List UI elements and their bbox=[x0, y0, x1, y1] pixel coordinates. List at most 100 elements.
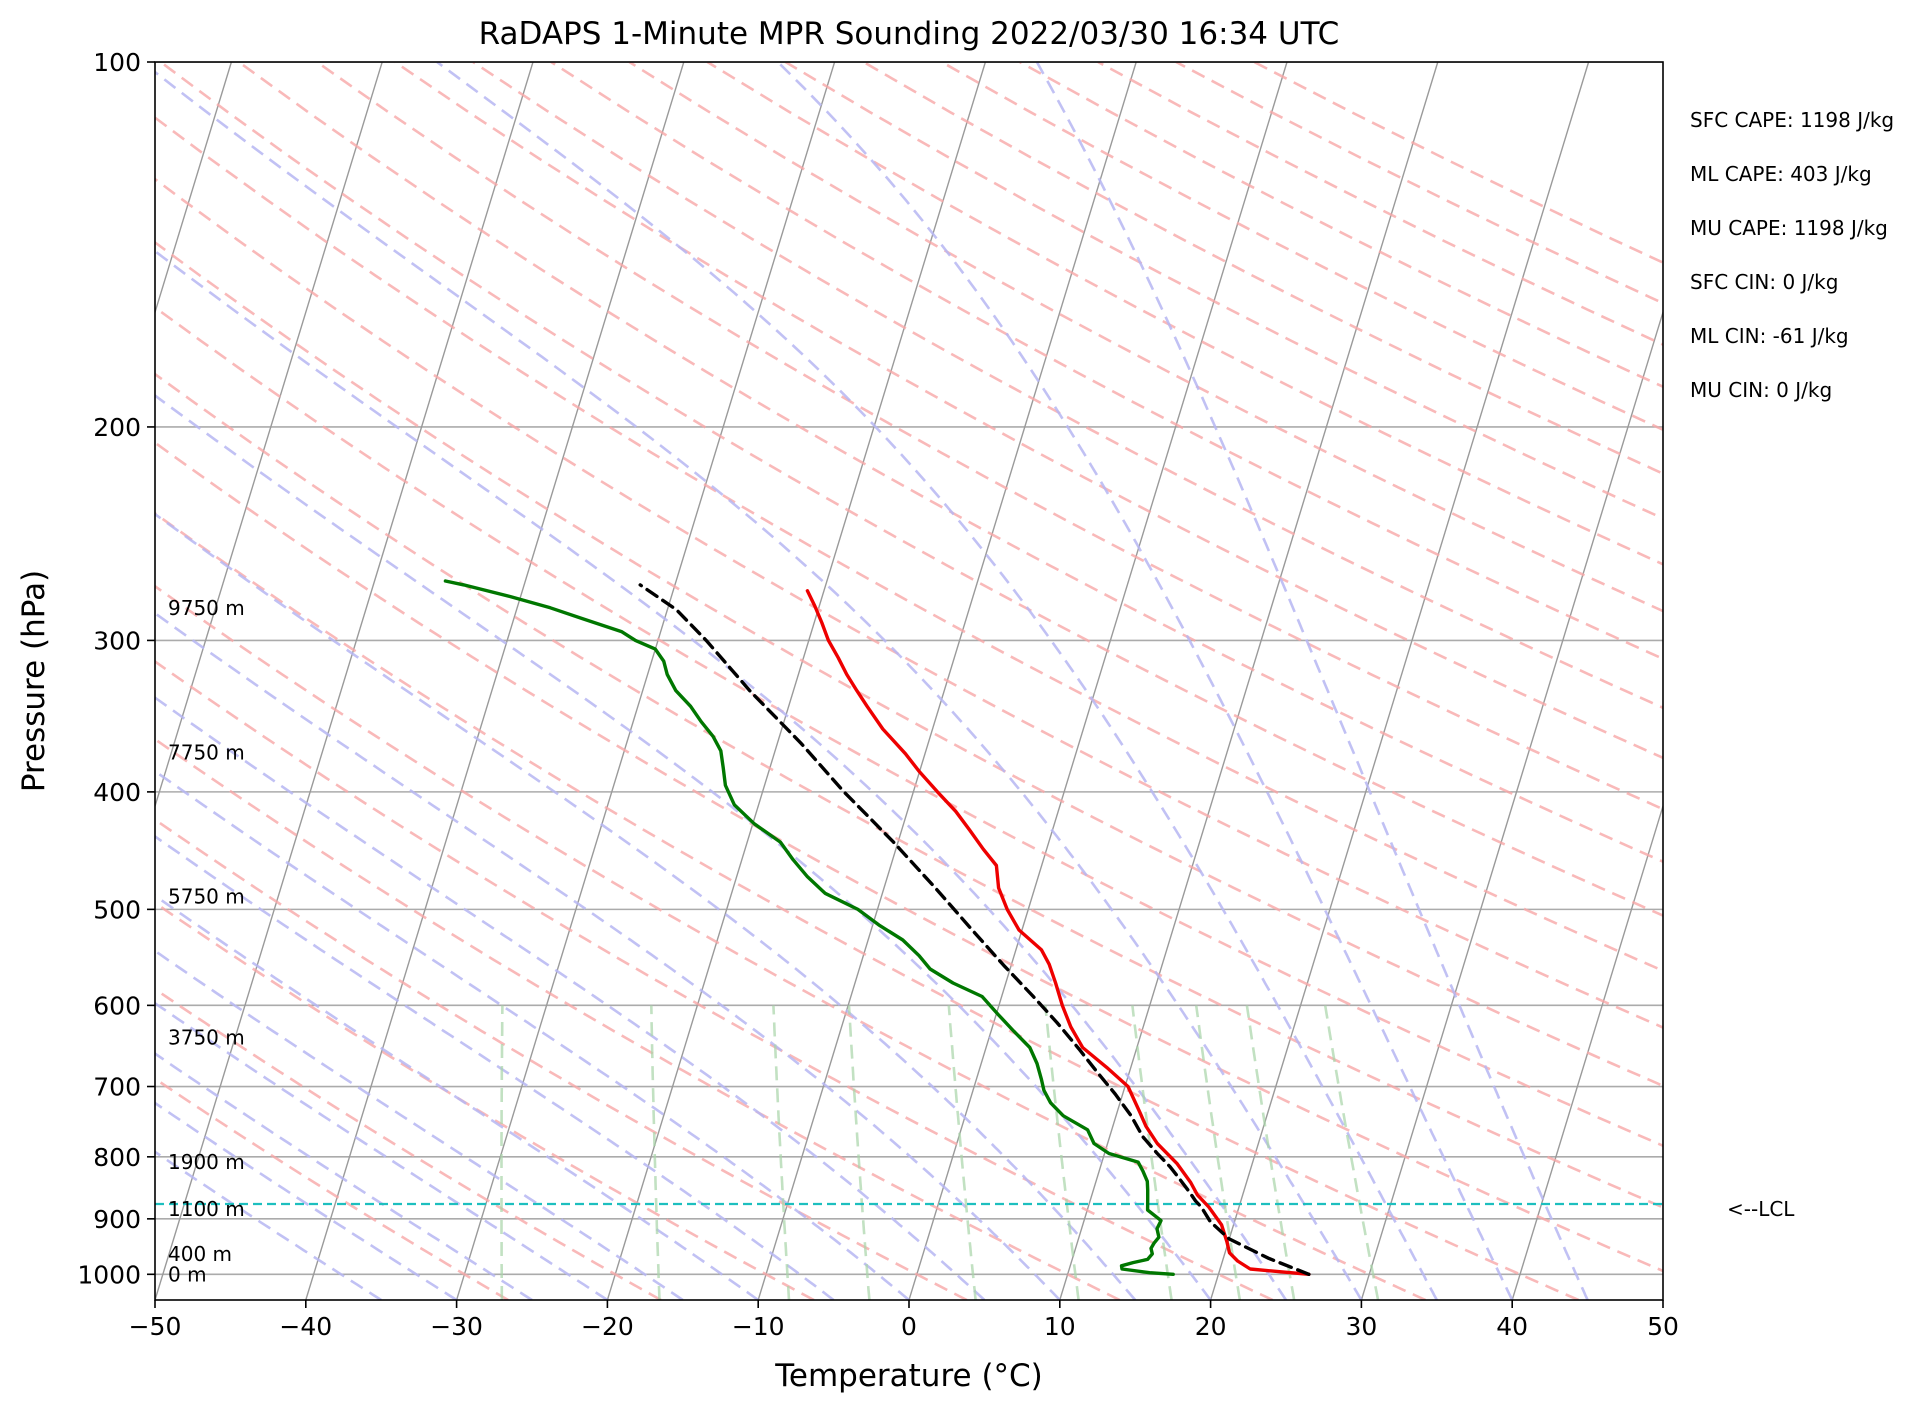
dry-adiabat-line bbox=[155, 987, 662, 1300]
isotherm-line bbox=[1059, 62, 1439, 1300]
ml-cin-stat: ML CIN: -61 J/kg bbox=[1690, 324, 1849, 348]
dry-adiabat-line bbox=[550, 62, 1663, 661]
moist-adiabat-line bbox=[155, 696, 986, 1300]
isotherm-line bbox=[1209, 62, 1590, 1300]
height-label: 400 m bbox=[168, 1242, 232, 1266]
x-tick-label: −30 bbox=[430, 1312, 483, 1341]
mixing-ratio-line bbox=[947, 1005, 977, 1300]
isotherm-line bbox=[455, 62, 836, 1300]
temperature-series bbox=[805, 589, 1311, 1276]
mixing-ratio-line bbox=[1044, 1005, 1080, 1300]
isotherm-line bbox=[155, 62, 383, 809]
height-label: 1900 m bbox=[168, 1150, 245, 1174]
mixing-ratio-line bbox=[1323, 1005, 1380, 1300]
mu-cape-stat: MU CAPE: 1198 J/kg bbox=[1690, 216, 1888, 240]
y-axis: 100 200 300 400 500 600 700 800 900 1000 bbox=[77, 48, 155, 1289]
ml-cape-stat: ML CAPE: 403 J/kg bbox=[1690, 162, 1872, 186]
dry-adiabat-line bbox=[628, 62, 1663, 613]
y-tick-label: 200 bbox=[93, 413, 141, 442]
dry-adiabat-line bbox=[155, 659, 1274, 1300]
sfc-cin-stat: SFC CIN: 0 J/kg bbox=[1690, 270, 1839, 294]
dry-adiabat-line bbox=[155, 737, 1121, 1300]
mixing-ratio-line bbox=[772, 1005, 791, 1300]
isotherm-line bbox=[155, 62, 534, 1300]
mixing-ratio-line bbox=[500, 1005, 504, 1300]
moist-adiabat-line bbox=[436, 62, 1438, 1300]
moist-adiabat-line bbox=[155, 1150, 382, 1300]
thermo-stats-panel: SFC CAPE: 1198 J/kg ML CAPE: 403 J/kg MU… bbox=[1690, 108, 1920, 432]
dry-adiabat-line bbox=[155, 584, 1427, 1300]
y-tick-label: 800 bbox=[93, 1143, 141, 1172]
height-label: 3750 m bbox=[168, 1026, 245, 1050]
moist-adiabat-line bbox=[155, 834, 835, 1300]
x-tick-label: 20 bbox=[1195, 1312, 1227, 1341]
dry-adiabat-line bbox=[472, 62, 1663, 710]
y-tick-label: 400 bbox=[93, 778, 141, 807]
height-label: 0 m bbox=[168, 1262, 207, 1286]
moist-adiabat-line bbox=[155, 512, 1137, 1300]
mixing-ratio-line bbox=[650, 1005, 661, 1300]
dry-adiabat-line bbox=[155, 116, 1663, 973]
lcl-label: <--LCL bbox=[1727, 1197, 1795, 1221]
height-labels: 9750 m 7750 m 5750 m 3750 m 1900 m 1100 m 400 … bbox=[168, 596, 245, 1286]
x-tick-label: −40 bbox=[279, 1312, 332, 1341]
plot-frame bbox=[154, 61, 1664, 1301]
isotherm-line bbox=[1360, 309, 1663, 1300]
mixing-ratio-line bbox=[847, 1005, 871, 1300]
y-tick-label: 100 bbox=[93, 48, 141, 77]
moist-adiabat-line bbox=[155, 894, 759, 1300]
isotherm-line bbox=[606, 62, 987, 1300]
moist-adiabat-line bbox=[155, 70, 1363, 1300]
height-label: 1100 m bbox=[168, 1197, 245, 1221]
x-tick-label: −20 bbox=[581, 1312, 634, 1341]
isotherm-line bbox=[908, 62, 1288, 1300]
moist-adiabat-line bbox=[155, 949, 684, 1300]
y-tick-label: 500 bbox=[93, 895, 141, 924]
x-axis-label: Temperature (°C) bbox=[774, 1358, 1043, 1394]
y-tick-label: 1000 bbox=[77, 1260, 141, 1289]
sounding-profiles bbox=[443, 579, 1311, 1276]
x-tick-label: −10 bbox=[732, 1312, 785, 1341]
dry-adiabat-line bbox=[155, 1077, 509, 1300]
moist-adiabat-line bbox=[155, 249, 1288, 1300]
moist-adiabat-line bbox=[155, 769, 910, 1300]
moist-adiabat-line bbox=[155, 1052, 533, 1300]
x-tick-label: 40 bbox=[1496, 1312, 1528, 1341]
height-label: 9750 m bbox=[168, 596, 245, 620]
moist-adiabat-line bbox=[155, 1101, 458, 1300]
dry-adiabat-line bbox=[155, 305, 1663, 1148]
y-tick-label: 300 bbox=[93, 626, 141, 655]
isotherm-line bbox=[155, 62, 233, 315]
height-label: 5750 m bbox=[168, 885, 245, 909]
dry-adiabat-line bbox=[155, 901, 815, 1300]
isotherm-line bbox=[1511, 803, 1663, 1300]
y-axis-label: Pressure (hPa) bbox=[16, 570, 52, 792]
x-tick-label: 30 bbox=[1345, 1312, 1377, 1341]
background-reference-lines bbox=[155, 62, 1663, 1300]
x-tick-label: 50 bbox=[1647, 1312, 1679, 1341]
dry-adiabat-line bbox=[394, 62, 1663, 760]
dry-adiabat-line bbox=[155, 177, 1663, 1029]
y-tick-label: 600 bbox=[93, 991, 141, 1020]
dry-adiabat-line bbox=[155, 240, 1663, 1088]
dry-adiabat-line bbox=[155, 441, 1663, 1273]
mu-cin-stat: MU CIN: 0 J/kg bbox=[1690, 378, 1833, 402]
y-tick-label: 900 bbox=[93, 1205, 141, 1234]
isotherm-line bbox=[305, 62, 685, 1300]
moist-adiabat-line bbox=[155, 1001, 609, 1300]
dry-adiabat-line bbox=[155, 511, 1580, 1300]
x-axis: −50 −40 −30 −20 −10 0 10 20 30 40 50 bbox=[129, 1300, 1679, 1341]
y-tick-label: 700 bbox=[93, 1073, 141, 1102]
dewpoint-series bbox=[443, 579, 1175, 1276]
moist-adiabat-line bbox=[155, 393, 1212, 1300]
x-tick-label: 0 bbox=[901, 1312, 917, 1341]
height-label: 7750 m bbox=[168, 740, 245, 764]
dry-adiabat-line bbox=[155, 372, 1663, 1209]
dry-adiabat-line bbox=[238, 62, 1663, 864]
x-tick-label: −50 bbox=[129, 1312, 182, 1341]
dry-adiabat-line bbox=[159, 62, 1663, 917]
x-tick-label: 10 bbox=[1044, 1312, 1076, 1341]
moist-adiabat-line bbox=[1035, 62, 1589, 1300]
moist-adiabat-line bbox=[155, 611, 1061, 1300]
